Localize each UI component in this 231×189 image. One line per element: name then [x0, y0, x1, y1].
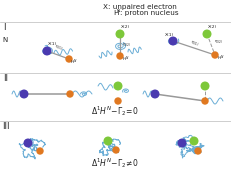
Circle shape — [67, 91, 73, 97]
Circle shape — [20, 90, 28, 98]
Circle shape — [117, 53, 123, 59]
Circle shape — [203, 30, 211, 38]
Text: $r_{X(2)}$: $r_{X(2)}$ — [214, 39, 223, 46]
Circle shape — [115, 98, 121, 104]
Circle shape — [195, 148, 201, 154]
Circle shape — [212, 52, 218, 58]
Text: $H^N$: $H^N$ — [122, 55, 130, 64]
Text: X(1): X(1) — [165, 33, 174, 36]
Text: H: H — [113, 10, 119, 16]
Circle shape — [169, 37, 177, 45]
Text: X(2): X(2) — [121, 26, 130, 29]
Circle shape — [114, 82, 122, 90]
Circle shape — [113, 147, 119, 153]
Text: $r_{X(2)}$: $r_{X(2)}$ — [122, 41, 132, 49]
Circle shape — [190, 137, 198, 145]
Text: $H^N$: $H^N$ — [70, 58, 78, 67]
Circle shape — [151, 90, 159, 98]
Circle shape — [37, 148, 43, 154]
Text: X(1): X(1) — [48, 42, 57, 46]
Circle shape — [24, 139, 32, 147]
Circle shape — [201, 82, 209, 90]
Text: N: N — [117, 9, 120, 13]
Text: $H^N$: $H^N$ — [217, 54, 225, 63]
Text: III: III — [2, 122, 9, 131]
Text: : proton nucleus: : proton nucleus — [119, 10, 178, 16]
Circle shape — [104, 137, 112, 145]
Text: $r_{X(1)}$: $r_{X(1)}$ — [188, 39, 200, 49]
Circle shape — [43, 47, 51, 55]
Text: $\Delta^1H^N\!-\!\Gamma_2\!\neq\!0$: $\Delta^1H^N\!-\!\Gamma_2\!\neq\!0$ — [91, 157, 139, 170]
Text: $\Delta^1H^N\!-\!\Gamma_2\!=\!0$: $\Delta^1H^N\!-\!\Gamma_2\!=\!0$ — [91, 104, 139, 118]
Text: I: I — [3, 23, 6, 32]
Circle shape — [66, 56, 72, 62]
Circle shape — [178, 139, 186, 147]
Text: N: N — [2, 37, 7, 43]
Circle shape — [202, 98, 208, 104]
Circle shape — [116, 30, 124, 38]
Text: X: unpaired electron: X: unpaired electron — [103, 4, 177, 10]
Text: $r_{X(1)}$: $r_{X(1)}$ — [53, 43, 65, 53]
Text: X(2): X(2) — [208, 26, 217, 29]
Text: II: II — [3, 74, 8, 83]
